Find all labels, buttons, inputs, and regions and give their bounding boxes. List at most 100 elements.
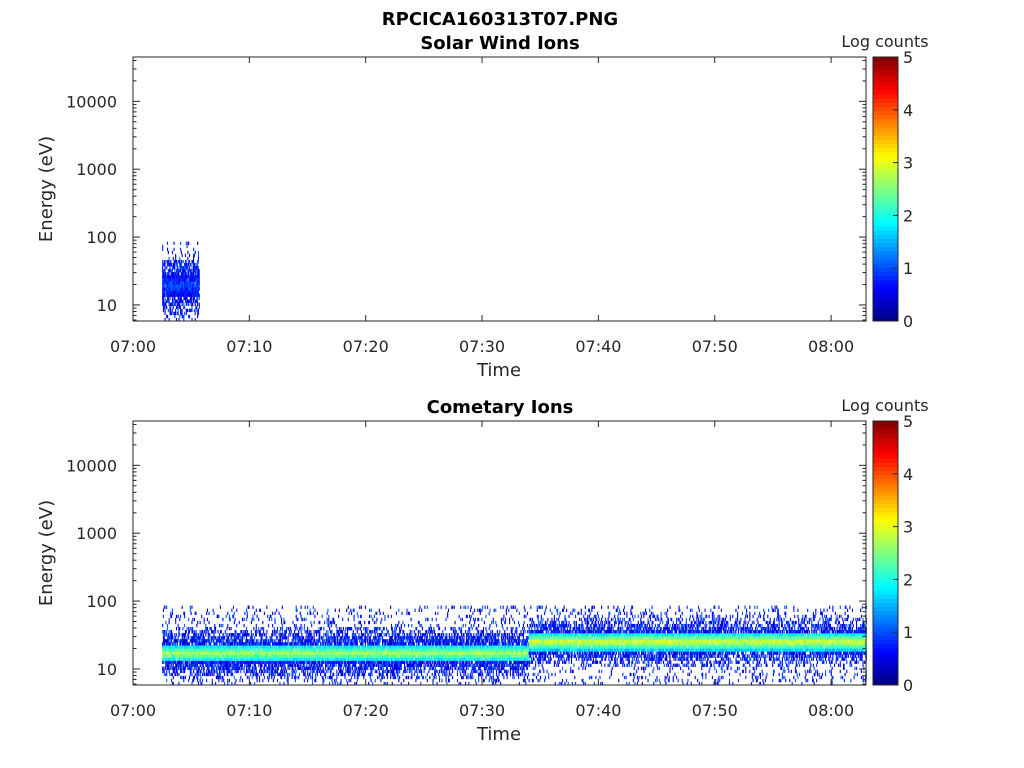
spectrogram-cell xyxy=(168,657,170,661)
spectrogram-cell xyxy=(270,657,272,661)
spectrogram-cell xyxy=(373,651,375,655)
spectrogram-cell xyxy=(314,614,316,619)
spectrogram-cell xyxy=(177,651,179,655)
spectrogram-cell xyxy=(341,645,343,649)
spectrogram-cell xyxy=(359,620,361,625)
spectrogram-cell xyxy=(370,660,372,664)
spectrogram-cell xyxy=(234,654,236,658)
spectrogram-cell xyxy=(267,639,270,643)
spectrogram-cell xyxy=(322,669,324,674)
spectrogram-cell xyxy=(197,314,199,319)
spectrogram-cell xyxy=(178,287,180,291)
spectrogram-cell xyxy=(220,663,222,667)
spectrogram-cell xyxy=(332,657,334,661)
spectrogram-cell xyxy=(177,287,179,291)
spectrogram-cell xyxy=(408,648,410,652)
spectrogram-cell xyxy=(167,293,169,297)
spectrogram-cell xyxy=(334,660,336,664)
spectrogram-cell xyxy=(239,645,241,649)
spectrogram-cell xyxy=(395,666,397,671)
spectrogram-cell xyxy=(180,663,182,667)
spectrogram-cell xyxy=(427,663,429,667)
spectrogram-cell xyxy=(190,299,192,303)
spectrogram-cell xyxy=(266,630,268,634)
spectrogram-cell xyxy=(278,657,280,661)
spectrogram-cell xyxy=(264,660,266,664)
spectrogram-cell xyxy=(179,626,181,631)
spectrogram-cell xyxy=(180,287,182,291)
spectrogram-cell xyxy=(322,678,324,683)
spectrogram-cell xyxy=(197,266,200,270)
spectrogram-cell xyxy=(190,284,192,288)
spectrogram-cell xyxy=(207,654,209,658)
spectrogram-cell xyxy=(320,654,323,658)
spectrogram-cell xyxy=(271,636,273,640)
spectrogram-cell xyxy=(357,651,359,655)
spectrogram-cell xyxy=(330,648,332,652)
spectrogram-cell xyxy=(420,663,422,667)
spectrogram-cell xyxy=(374,636,376,640)
spectrogram-cell xyxy=(208,648,210,652)
spectrogram-cell xyxy=(268,666,270,671)
spectrogram-cell xyxy=(288,648,290,652)
spectrogram-cell xyxy=(263,639,265,643)
spectrogram-cell xyxy=(370,608,372,612)
spectrogram-cell xyxy=(383,626,385,631)
spectrogram-cell xyxy=(396,672,398,677)
spectrogram-cell xyxy=(190,663,192,667)
spectrogram-cell xyxy=(343,651,345,655)
spectrogram-cell xyxy=(239,642,241,646)
spectrogram-cell xyxy=(364,636,366,640)
spectrogram-cell xyxy=(302,636,305,640)
spectrogram-cell xyxy=(391,633,393,637)
spectrogram-cell xyxy=(382,660,384,664)
spectrogram-cell xyxy=(199,636,201,640)
spectrogram-cell xyxy=(188,269,190,273)
spectrogram-cell xyxy=(386,651,388,655)
spectrogram-cell xyxy=(262,657,264,661)
spectrogram-cell xyxy=(245,630,247,634)
spectrogram-cell xyxy=(360,645,362,649)
spectrogram-cell xyxy=(197,636,199,640)
spectrogram-cell xyxy=(221,666,223,671)
spectrogram-cell xyxy=(166,241,169,245)
spectrogram-cell xyxy=(197,281,199,285)
spectrogram-cell xyxy=(352,648,354,652)
spectrogram-cell xyxy=(251,666,253,671)
spectrogram-cell xyxy=(205,651,207,655)
spectrogram-cell xyxy=(394,657,396,661)
x-tick-label: 07:40 xyxy=(575,337,621,356)
spectrogram-cell xyxy=(259,645,261,649)
spectrogram-cell xyxy=(302,651,304,655)
spectrogram-cell xyxy=(318,636,320,640)
spectrogram-cell xyxy=(425,630,428,634)
spectrogram-cell xyxy=(337,645,339,649)
spectrogram-cell xyxy=(261,636,263,640)
spectrogram-cell xyxy=(225,639,227,643)
spectrogram-cell xyxy=(303,642,305,646)
spectrogram-cell xyxy=(259,654,261,658)
spectrogram-cell xyxy=(169,648,171,652)
spectrogram-cell xyxy=(357,614,359,619)
spectrogram-cell xyxy=(320,657,323,661)
spectrogram-cell xyxy=(190,272,192,276)
spectrogram-cell xyxy=(380,672,382,677)
spectrogram-cell xyxy=(390,675,392,680)
spectrogram-cell xyxy=(193,262,195,267)
spectrogram-cell xyxy=(385,642,387,646)
spectrogram-cell xyxy=(179,633,181,637)
spectrogram-cell xyxy=(189,654,191,658)
spectrogram-cell xyxy=(165,672,167,677)
spectrogram-cell xyxy=(175,645,177,649)
spectrogram-cell xyxy=(290,657,292,661)
spectrogram-cell xyxy=(163,672,165,677)
spectrogram-cell xyxy=(310,630,312,634)
spectrogram-cell xyxy=(190,275,192,279)
spectrogram-cell xyxy=(244,633,246,637)
spectrogram-cell xyxy=(172,657,174,661)
spectrogram-cell xyxy=(200,675,202,680)
spectrogram-cell xyxy=(245,663,248,667)
spectrogram-cell xyxy=(200,669,202,674)
spectrogram-cell xyxy=(185,308,187,313)
spectrogram-cell xyxy=(247,657,249,661)
